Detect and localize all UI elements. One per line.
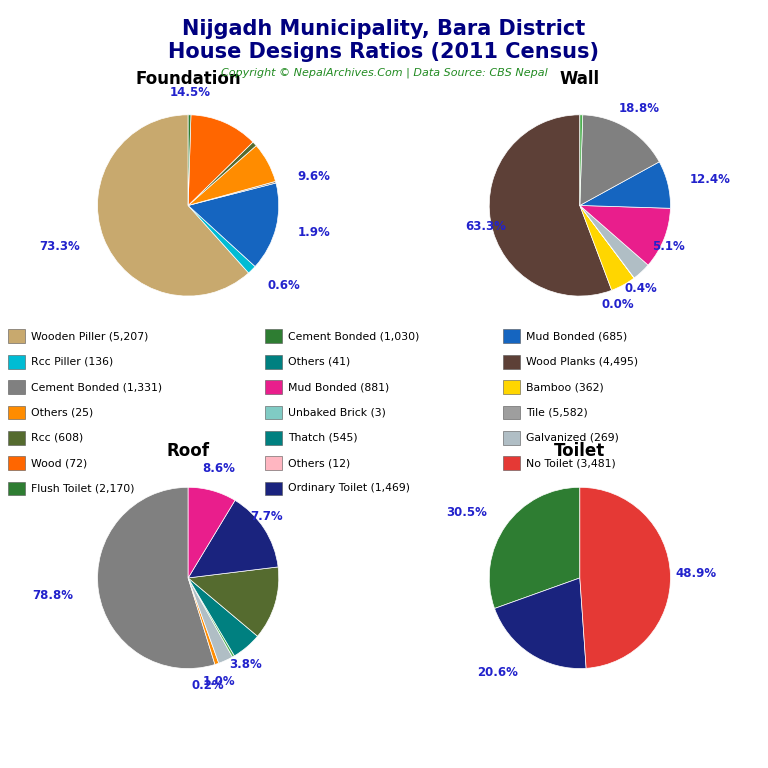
Text: Mud Bonded (881): Mud Bonded (881) xyxy=(288,382,389,392)
Wedge shape xyxy=(98,488,215,668)
Text: 0.6%: 0.6% xyxy=(268,280,300,293)
Text: Ordinary Toilet (1,469): Ordinary Toilet (1,469) xyxy=(288,483,410,494)
Text: Unbaked Brick (3): Unbaked Brick (3) xyxy=(288,407,386,418)
Wedge shape xyxy=(188,578,257,656)
Text: 73.3%: 73.3% xyxy=(39,240,80,253)
Wedge shape xyxy=(188,488,235,578)
Text: 8.6%: 8.6% xyxy=(202,462,235,475)
Title: Toilet: Toilet xyxy=(554,442,605,460)
Title: Roof: Roof xyxy=(167,442,210,460)
Text: No Toilet (3,481): No Toilet (3,481) xyxy=(526,458,616,468)
Wedge shape xyxy=(580,206,634,290)
Text: Wood (72): Wood (72) xyxy=(31,458,87,468)
Text: 63.3%: 63.3% xyxy=(465,220,507,233)
Text: 3.8%: 3.8% xyxy=(229,657,261,670)
Text: Flush Toilet (2,170): Flush Toilet (2,170) xyxy=(31,483,134,494)
Text: 1.9%: 1.9% xyxy=(298,227,331,240)
Wedge shape xyxy=(188,206,255,273)
Text: Copyright © NepalArchives.Com | Data Source: CBS Nepal: Copyright © NepalArchives.Com | Data Sou… xyxy=(220,68,548,78)
Text: Tile (5,582): Tile (5,582) xyxy=(526,407,588,418)
Wedge shape xyxy=(188,500,278,578)
Wedge shape xyxy=(188,578,233,664)
Text: 18.8%: 18.8% xyxy=(618,102,660,115)
Text: Wooden Piller (5,207): Wooden Piller (5,207) xyxy=(31,331,148,342)
Text: 48.9%: 48.9% xyxy=(675,568,717,581)
Wedge shape xyxy=(188,181,276,206)
Text: House Designs Ratios (2011 Census): House Designs Ratios (2011 Census) xyxy=(168,42,600,62)
Wedge shape xyxy=(580,115,583,206)
Text: 0.4%: 0.4% xyxy=(624,282,657,295)
Wedge shape xyxy=(188,142,257,206)
Text: 0.2%: 0.2% xyxy=(191,679,224,692)
Wedge shape xyxy=(580,115,659,206)
Wedge shape xyxy=(188,146,276,206)
Text: 5.1%: 5.1% xyxy=(653,240,685,253)
Text: 1.0%: 1.0% xyxy=(203,674,235,687)
Text: Others (25): Others (25) xyxy=(31,407,93,418)
Text: Nijgadh Municipality, Bara District: Nijgadh Municipality, Bara District xyxy=(182,19,586,39)
Text: 7.7%: 7.7% xyxy=(250,510,283,523)
Text: 30.5%: 30.5% xyxy=(446,506,487,519)
Text: Galvanized (269): Galvanized (269) xyxy=(526,432,619,443)
Wedge shape xyxy=(495,578,586,668)
Wedge shape xyxy=(489,488,580,608)
Text: Bamboo (362): Bamboo (362) xyxy=(526,382,604,392)
Text: Cement Bonded (1,030): Cement Bonded (1,030) xyxy=(288,331,419,342)
Text: Rcc (608): Rcc (608) xyxy=(31,432,83,443)
Wedge shape xyxy=(580,162,670,208)
Wedge shape xyxy=(188,115,191,206)
Text: Wood Planks (4,495): Wood Planks (4,495) xyxy=(526,356,638,367)
Text: Rcc Piller (136): Rcc Piller (136) xyxy=(31,356,113,367)
Text: Thatch (545): Thatch (545) xyxy=(288,432,358,443)
Title: Wall: Wall xyxy=(560,70,600,88)
Text: 9.6%: 9.6% xyxy=(298,170,330,183)
Wedge shape xyxy=(489,115,612,296)
Title: Foundation: Foundation xyxy=(135,70,241,88)
Wedge shape xyxy=(98,115,249,296)
Wedge shape xyxy=(188,183,279,266)
Text: 12.4%: 12.4% xyxy=(690,173,731,186)
Wedge shape xyxy=(188,115,253,206)
Text: 20.6%: 20.6% xyxy=(477,667,518,679)
Text: 0.0%: 0.0% xyxy=(601,298,634,311)
Wedge shape xyxy=(580,206,634,278)
Text: Cement Bonded (1,331): Cement Bonded (1,331) xyxy=(31,382,162,392)
Text: 14.5%: 14.5% xyxy=(170,86,210,98)
Wedge shape xyxy=(580,488,670,668)
Wedge shape xyxy=(580,206,648,278)
Text: Mud Bonded (685): Mud Bonded (685) xyxy=(526,331,627,342)
Wedge shape xyxy=(188,578,234,657)
Wedge shape xyxy=(580,206,670,265)
Text: 78.8%: 78.8% xyxy=(32,589,74,602)
Text: Others (12): Others (12) xyxy=(288,458,350,468)
Text: Others (41): Others (41) xyxy=(288,356,350,367)
Wedge shape xyxy=(188,578,219,664)
Wedge shape xyxy=(188,567,279,636)
